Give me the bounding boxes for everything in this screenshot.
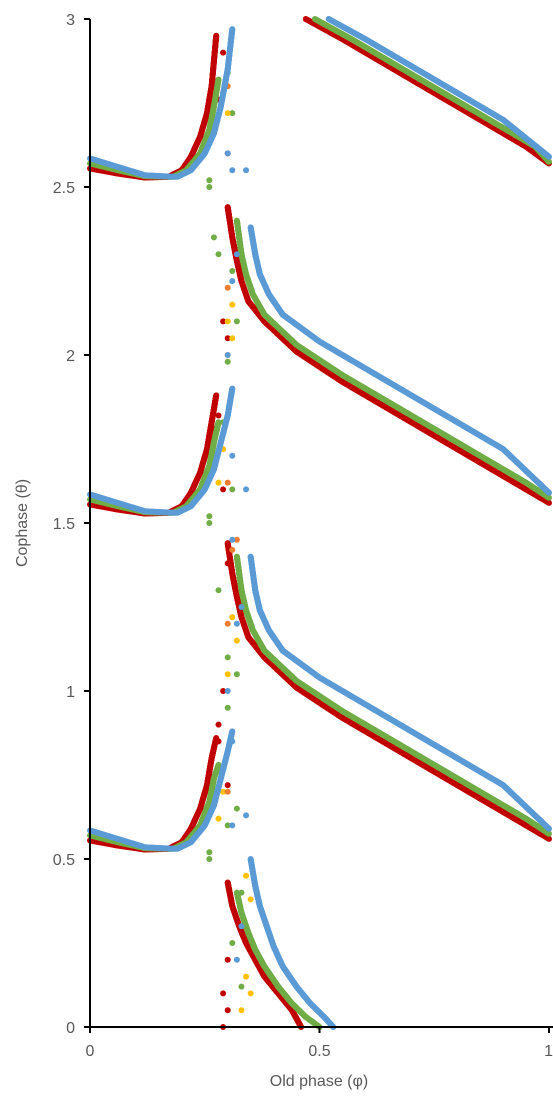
- data-point: [224, 782, 231, 789]
- data-point: [213, 392, 220, 399]
- plot-area: [87, 16, 552, 1030]
- data-point: [220, 486, 227, 493]
- data-point: [224, 1007, 231, 1014]
- data-point: [215, 76, 222, 83]
- data-point: [224, 956, 231, 963]
- series-1: [87, 16, 552, 1030]
- data-point: [546, 499, 552, 506]
- series-0: [87, 16, 552, 1030]
- data-point: [215, 721, 222, 728]
- data-point: [215, 738, 222, 745]
- data-point: [224, 560, 231, 567]
- data-point: [220, 49, 227, 56]
- data-point: [220, 990, 227, 997]
- data-point: [546, 835, 552, 842]
- data-point: [215, 412, 222, 419]
- data-point: [213, 32, 220, 39]
